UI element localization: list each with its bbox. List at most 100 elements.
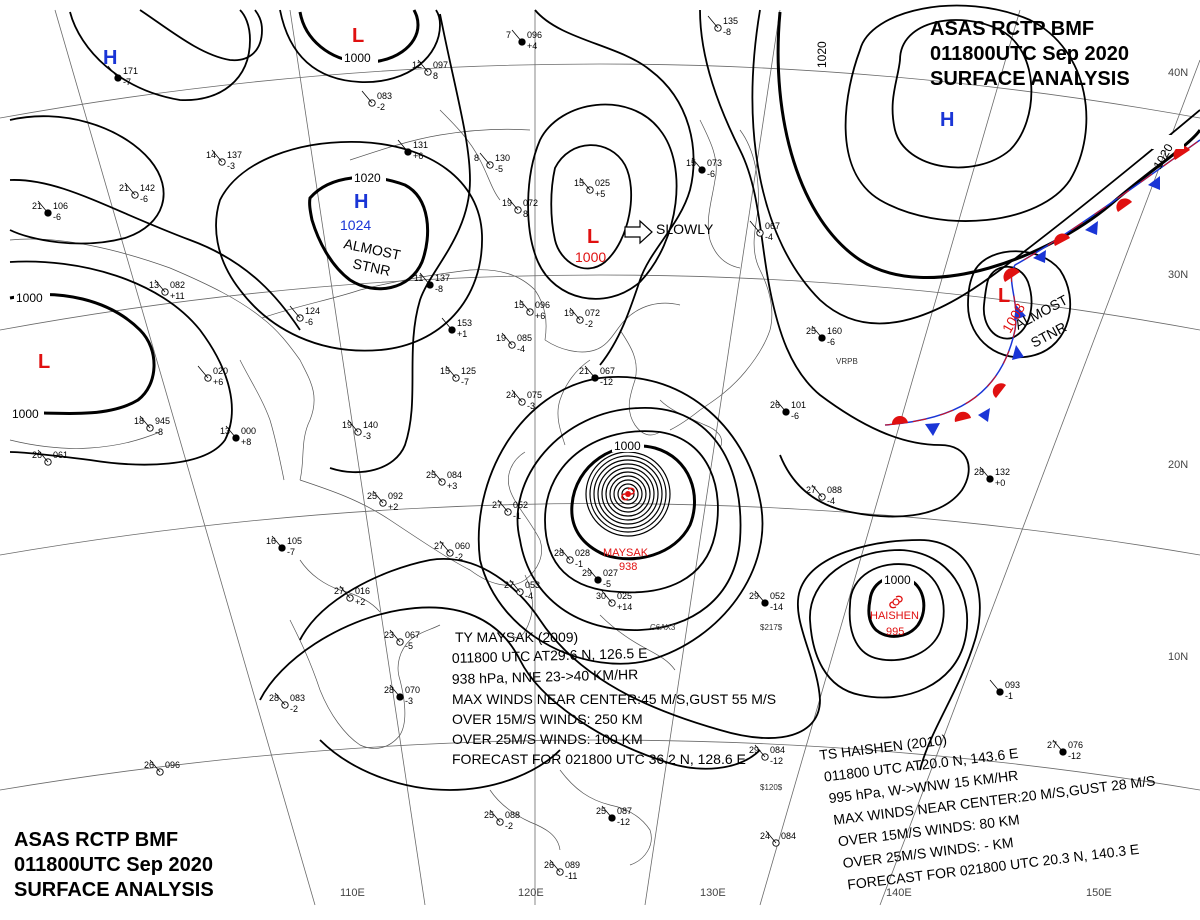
- low-pressure-symbol: L: [998, 285, 1010, 307]
- wind-barb: [691, 157, 703, 171]
- storm-pressure: 938: [619, 561, 637, 573]
- station-pressure: 088: [505, 810, 520, 820]
- wind-barb: [511, 29, 523, 43]
- station-plot: 8 130-5: [474, 152, 510, 174]
- isobar-label: 1020: [354, 171, 381, 185]
- wind-barb: [149, 759, 161, 773]
- station-plot: 25 092+2: [367, 490, 403, 512]
- station-plot: 16 105-7: [266, 535, 302, 557]
- wind-barb: [549, 859, 561, 873]
- wind-barb: [587, 567, 599, 581]
- station-plot: 7 096+4: [506, 29, 542, 51]
- station-tendency: -1: [575, 559, 583, 569]
- station-plot: 27 016+2: [334, 585, 370, 607]
- wind-barb: [441, 317, 453, 331]
- isobar-label: 1000: [614, 439, 641, 453]
- station-tendency: -6: [140, 194, 148, 204]
- wind-barb: [361, 90, 373, 104]
- station-temperature: 28: [384, 685, 394, 695]
- station-plot: 020+6: [197, 365, 228, 387]
- station-pressure: 000: [241, 426, 256, 436]
- wind-barb: [707, 15, 719, 29]
- maysak-rings: [585, 451, 671, 537]
- station-plot: 23 067-5: [384, 629, 420, 651]
- station-plot: 15 073-6: [686, 157, 722, 179]
- station-pressure: 085: [517, 333, 532, 343]
- wind-barb: [775, 399, 787, 413]
- low-pressure-symbol: L: [352, 25, 364, 47]
- station-pressure: 025: [617, 591, 632, 601]
- station-pressure: 140: [363, 420, 378, 430]
- station-pressure: 137: [227, 150, 242, 160]
- bulletin-line: MAX WINDS NEAR CENTER:45 M/S,GUST 55 M/S: [452, 691, 776, 707]
- station-tendency: +6: [413, 151, 423, 161]
- station-pressure: 160: [827, 326, 842, 336]
- station-pressure: 105: [287, 536, 302, 546]
- station-plot: 28 070-3: [384, 684, 420, 706]
- station-temperature: 27: [504, 580, 514, 590]
- station-tendency: -5: [405, 641, 413, 651]
- station-plot: 24 075-3: [506, 389, 542, 411]
- lat-label-20: 20N: [1168, 459, 1188, 471]
- station-pressure: 131: [413, 140, 428, 150]
- header-line: SURFACE ANALYSIS: [14, 879, 214, 901]
- station-temperature: 26: [770, 400, 780, 410]
- station-temperature: 27: [806, 485, 816, 495]
- station-plot: 21 106-6: [32, 200, 68, 222]
- bulletin-line: OVER 15M/S WINDS: 250 KM: [452, 711, 643, 727]
- almost-stnr-label: STNR: [351, 255, 392, 279]
- station-tendency: -8: [723, 27, 731, 37]
- station-plot: 29 027-5: [582, 567, 618, 589]
- station-plot: 29 084-12: [749, 744, 785, 766]
- station-temperature: 24: [506, 390, 516, 400]
- wind-barb: [211, 149, 223, 163]
- station-plot: 11 137-8: [414, 272, 450, 294]
- station-plot: 14 137-3: [206, 149, 242, 171]
- station-tendency: -2: [455, 552, 463, 562]
- lon-label-130: 130E: [700, 887, 726, 899]
- lon-label-110: 110E: [340, 887, 365, 899]
- header-line: ASAS RCTP BMF: [14, 829, 178, 851]
- station-plot: 131+6: [397, 139, 428, 161]
- wind-barb: [509, 579, 521, 593]
- station-tendency: +6: [213, 377, 223, 387]
- wind-barb: [507, 197, 519, 211]
- station-pressure: 142: [140, 183, 155, 193]
- station-temperature: 29: [749, 745, 759, 755]
- station-tendency: -3: [227, 161, 235, 171]
- station-pressure: 125: [461, 366, 476, 376]
- ship-code: $120$: [760, 783, 783, 792]
- tropical-storm-symbol: [889, 595, 903, 609]
- wind-barb: [139, 415, 151, 429]
- wind-barb: [765, 830, 777, 844]
- station-temperature: 21: [579, 366, 589, 376]
- station-pressure: 025: [595, 178, 610, 188]
- wind-barb: [37, 200, 49, 214]
- station-plot: 25 160-6: [806, 325, 842, 347]
- station-tendency: +8: [241, 437, 251, 447]
- station-temperature: 25: [484, 810, 494, 820]
- station-plot: 27 052-1: [492, 499, 528, 521]
- high-pressure-symbol: H: [103, 47, 117, 69]
- station-pressure: 087: [617, 806, 632, 816]
- low-pressure-value: 1000: [575, 249, 606, 265]
- station-pressure: 132: [995, 467, 1010, 477]
- wind-barb: [37, 449, 49, 463]
- wind-barb: [439, 540, 451, 554]
- high-pressure-symbol: H: [354, 191, 368, 213]
- station-plot: 26 061: [32, 449, 68, 466]
- wind-barb: [601, 590, 613, 604]
- wind-barb: [397, 139, 409, 153]
- station-pressure: 072: [585, 308, 600, 318]
- station-tendency: -4: [827, 496, 835, 506]
- station-tendency: +1: [457, 329, 467, 339]
- station-pressure: 083: [290, 693, 305, 703]
- station-pressure: 096: [527, 30, 542, 40]
- wind-barb: [584, 365, 596, 379]
- station-plot: 153+1: [441, 317, 472, 339]
- station-temperature: 27: [434, 541, 444, 551]
- station-temperature: 29: [749, 591, 759, 601]
- station-tendency: +2: [355, 597, 365, 607]
- storm-symbols: MAYSAK 938 HAISHEN 995: [603, 487, 919, 638]
